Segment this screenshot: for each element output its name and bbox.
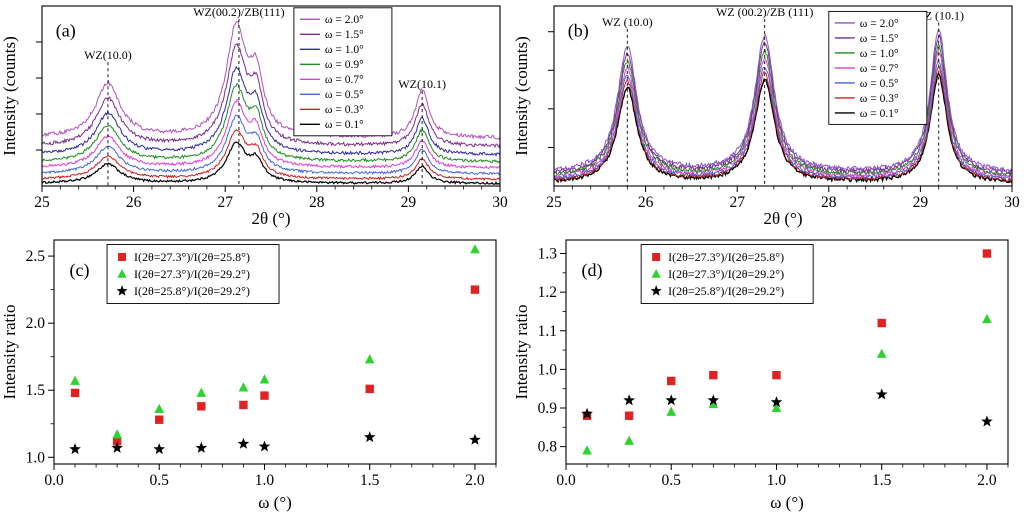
svg-text:I(2θ=25.8°)/I(2θ=29.2°): I(2θ=25.8°)/I(2θ=29.2°)	[134, 284, 250, 298]
svg-text:1.5: 1.5	[26, 382, 46, 399]
svg-text:WZ (00.2)/ZB (111): WZ (00.2)/ZB (111)	[716, 5, 813, 19]
chart-c-ratio-vs-omega: 0.0 0.5 1.0 1.5 2.0 1.0 1.5 2.0 2.5 ω (°) Intensit…	[0, 239, 497, 512]
svg-text:Intensity (counts): Intensity (counts)	[0, 36, 19, 155]
svg-text:ω = 0.3°: ω = 0.3°	[860, 93, 899, 105]
svg-text:30: 30	[492, 194, 508, 211]
svg-text:26: 26	[126, 194, 142, 211]
svg-text:2.0: 2.0	[465, 472, 485, 489]
svg-text:1.5: 1.5	[360, 472, 380, 489]
svg-text:28: 28	[309, 194, 325, 211]
svg-text:1.3: 1.3	[538, 246, 558, 263]
svg-text:30: 30	[1004, 194, 1020, 211]
svg-text:I(2θ=27.3°)/I(2θ=29.2°): I(2θ=27.3°)/I(2θ=29.2°)	[668, 267, 784, 281]
svg-text:ω = 2.0°: ω = 2.0°	[325, 14, 364, 26]
svg-text:ω = 1.5°: ω = 1.5°	[325, 29, 364, 41]
svg-text:ω = 2.0°: ω = 2.0°	[860, 18, 899, 30]
svg-text:Intensity (counts): Intensity (counts)	[512, 36, 531, 155]
svg-text:27: 27	[217, 194, 233, 211]
svg-text:0.0: 0.0	[44, 472, 64, 489]
svg-text:(d): (d)	[581, 260, 602, 281]
svg-text:2.0: 2.0	[26, 315, 46, 332]
svg-text:1.0: 1.0	[255, 472, 275, 489]
svg-text:0.5: 0.5	[662, 472, 682, 489]
svg-text:WZ(10.1): WZ(10.1)	[398, 77, 446, 91]
svg-text:ω = 0.3°: ω = 0.3°	[325, 104, 364, 116]
svg-text:25: 25	[34, 194, 50, 211]
svg-text:1.0: 1.0	[767, 472, 787, 489]
svg-text:WZ (10.0): WZ (10.0)	[602, 15, 653, 29]
svg-text:ω = 0.9°: ω = 0.9°	[325, 59, 364, 71]
panel-a-xrd-spectra: WZ(10.0) WZ(00.2)/ZB(111) WZ(10.1) 25 26 27 28…	[0, 0, 512, 232]
svg-text:29: 29	[913, 194, 929, 211]
svg-text:ω = 0.5°: ω = 0.5°	[325, 89, 364, 101]
svg-text:27: 27	[729, 194, 745, 211]
svg-text:I(2θ=27.3°)/I(2θ=25.8°): I(2θ=27.3°)/I(2θ=25.8°)	[668, 250, 784, 264]
svg-text:I(2θ=27.3°)/I(2θ=25.8°): I(2θ=27.3°)/I(2θ=25.8°)	[134, 250, 250, 264]
svg-text:ω = 0.7°: ω = 0.7°	[860, 63, 899, 75]
panel-b-xrd-spectra: WZ (10.0) WZ (00.2)/ZB (111) WZ (10.1) 25 26…	[512, 0, 1024, 232]
panel-c-intensity-ratio: 0.0 0.5 1.0 1.5 2.0 1.0 1.5 2.0 2.5 ω (°) Intensit…	[0, 232, 512, 516]
svg-text:ω = 0.7°: ω = 0.7°	[325, 74, 364, 86]
svg-text:2θ (°): 2θ (°)	[251, 209, 290, 228]
svg-text:(c): (c)	[69, 260, 89, 281]
svg-text:0.8: 0.8	[538, 439, 558, 456]
svg-text:26: 26	[638, 194, 654, 211]
svg-text:I(2θ=27.3°)/I(2θ=29.2°): I(2θ=27.3°)/I(2θ=29.2°)	[134, 267, 250, 281]
svg-text:1.5: 1.5	[872, 472, 892, 489]
chart-a-intensity-vs-2theta: WZ(10.0) WZ(00.2)/ZB(111) WZ(10.1) 25 26 27 28…	[0, 5, 508, 228]
svg-text:1.0: 1.0	[26, 449, 46, 466]
svg-text:0.0: 0.0	[556, 472, 576, 489]
svg-text:(b): (b)	[568, 21, 589, 42]
svg-text:Intensity ratio: Intensity ratio	[512, 305, 531, 400]
svg-text:ω = 1.5°: ω = 1.5°	[860, 33, 899, 45]
svg-text:ω = 0.5°: ω = 0.5°	[860, 78, 899, 90]
chart-b-intensity-vs-2theta: WZ (10.0)WZ (00.2)/ZB (111) WZ (10.1)25 26…	[512, 5, 1020, 228]
svg-text:WZ(10.0): WZ(10.0)	[84, 48, 132, 62]
svg-text:0.9: 0.9	[538, 400, 558, 417]
svg-text:0.5: 0.5	[150, 472, 170, 489]
chart-d-ratio-vs-omega: 0.0 0.5 1.0 1.5 2.0 0.8 0.9 1.0 1.1 1.2 1.3 ω (°) In…	[512, 239, 1009, 512]
svg-text:ω (°): ω (°)	[258, 493, 292, 512]
svg-text:2θ (°): 2θ (°)	[763, 209, 802, 228]
svg-text:2.0: 2.0	[977, 472, 997, 489]
svg-text:ω (°): ω (°)	[770, 493, 804, 512]
svg-text:ω = 1.0°: ω = 1.0°	[860, 48, 899, 60]
svg-text:2.5: 2.5	[26, 248, 46, 265]
svg-text:ω = 1.0°: ω = 1.0°	[325, 44, 364, 56]
svg-text:1.1: 1.1	[538, 323, 557, 340]
svg-text:WZ(00.2)/ZB(111): WZ(00.2)/ZB(111)	[193, 5, 284, 19]
svg-text:25: 25	[546, 194, 562, 211]
svg-text:1.2: 1.2	[538, 284, 557, 301]
svg-text:(a): (a)	[56, 21, 76, 42]
svg-text:I(2θ=25.8°)/I(2θ=29.2°): I(2θ=25.8°)/I(2θ=29.2°)	[668, 284, 784, 298]
svg-text:1.0: 1.0	[538, 361, 558, 378]
svg-text:Intensity ratio: Intensity ratio	[0, 305, 19, 400]
svg-text:ω = 0.1°: ω = 0.1°	[325, 119, 364, 131]
svg-text:29: 29	[401, 194, 417, 211]
svg-text:28: 28	[821, 194, 837, 211]
svg-text:ω = 0.1°: ω = 0.1°	[860, 108, 899, 120]
panel-d-intensity-ratio: 0.0 0.5 1.0 1.5 2.0 0.8 0.9 1.0 1.1 1.2 1.3 ω (°) In…	[512, 232, 1024, 516]
